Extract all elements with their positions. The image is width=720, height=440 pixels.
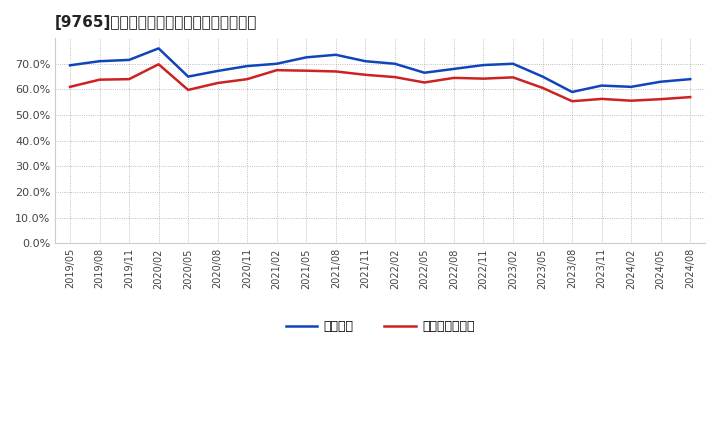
固定比率 xyxy=(539,74,547,79)
固定比率 xyxy=(361,59,369,64)
固定長期適合率 xyxy=(361,72,369,77)
固定長期適合率 xyxy=(125,77,133,82)
Text: [9765]　固定比率、固定長期適合率の推移: [9765] 固定比率、固定長期適合率の推移 xyxy=(55,15,258,30)
固定長期適合率 xyxy=(449,75,458,81)
固定長期適合率 xyxy=(184,87,192,92)
固定比率 xyxy=(480,62,488,68)
固定比率 xyxy=(568,89,577,95)
固定長期適合率 xyxy=(390,74,399,80)
Line: 固定比率: 固定比率 xyxy=(70,48,690,92)
固定長期適合率 xyxy=(272,67,281,73)
固定比率 xyxy=(213,68,222,73)
固定比率 xyxy=(390,61,399,66)
固定長期適合率 xyxy=(627,98,636,103)
固定比率 xyxy=(125,57,133,62)
固定比率 xyxy=(509,61,518,66)
固定長期適合率 xyxy=(302,68,310,73)
固定比率 xyxy=(95,59,104,64)
固定長期適合率 xyxy=(598,96,606,102)
固定比率 xyxy=(449,66,458,72)
固定長期適合率 xyxy=(420,80,428,85)
固定比率 xyxy=(154,46,163,51)
固定比率 xyxy=(627,84,636,89)
固定長期適合率 xyxy=(686,95,695,100)
固定比率 xyxy=(184,74,192,79)
固定比率 xyxy=(686,77,695,82)
固定比率 xyxy=(331,52,340,58)
固定長期適合率 xyxy=(243,77,251,82)
固定長期適合率 xyxy=(509,75,518,80)
固定長期適合率 xyxy=(568,99,577,104)
固定比率 xyxy=(302,55,310,60)
固定長期適合率 xyxy=(657,96,665,102)
固定長期適合率 xyxy=(213,81,222,86)
固定比率 xyxy=(420,70,428,75)
固定比率 xyxy=(243,63,251,69)
Line: 固定長期適合率: 固定長期適合率 xyxy=(70,64,690,101)
固定比率 xyxy=(657,79,665,84)
Legend: 固定比率, 固定長期適合率: 固定比率, 固定長期適合率 xyxy=(281,315,480,338)
固定比率 xyxy=(598,83,606,88)
固定長期適合率 xyxy=(95,77,104,82)
固定長期適合率 xyxy=(331,69,340,74)
固定長期適合率 xyxy=(480,76,488,81)
固定比率 xyxy=(66,62,74,68)
固定長期適合率 xyxy=(66,84,74,89)
固定長期適合率 xyxy=(539,85,547,91)
固定比率 xyxy=(272,61,281,66)
固定長期適合率 xyxy=(154,62,163,67)
